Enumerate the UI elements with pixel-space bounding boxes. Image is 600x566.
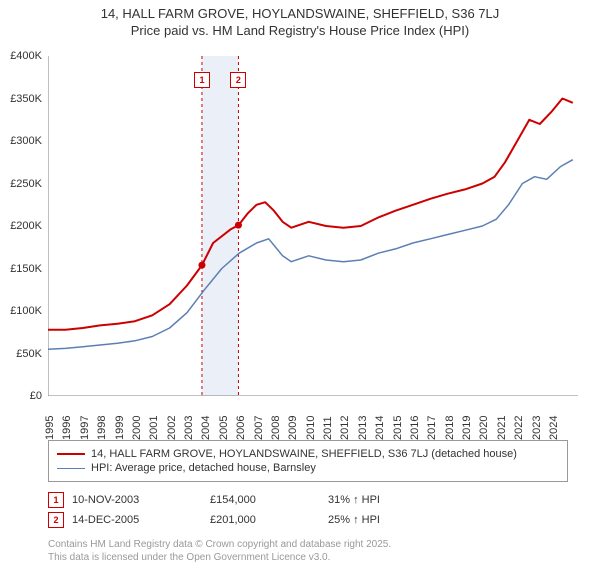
x-tick-label: 2005 xyxy=(218,416,230,440)
chart-area: £0£50K£100K£150K£200K£250K£300K£350K£400… xyxy=(48,56,578,396)
x-tick-label: 2016 xyxy=(409,416,421,440)
x-tick-label: 2006 xyxy=(235,416,247,440)
y-tick-label: £350K xyxy=(0,93,42,105)
legend-item: 14, HALL FARM GROVE, HOYLANDSWAINE, SHEF… xyxy=(57,448,559,460)
marker-box-1: 1 xyxy=(48,492,64,508)
marker-date: 10-NOV-2003 xyxy=(72,494,202,506)
marker-price: £154,000 xyxy=(210,494,320,506)
marker-row: 1 10-NOV-2003 £154,000 31% ↑ HPI xyxy=(48,492,448,508)
marker-delta: 31% ↑ HPI xyxy=(328,494,448,506)
line-chart xyxy=(48,56,578,396)
marker-table: 1 10-NOV-2003 £154,000 31% ↑ HPI 2 14-DEC-200… xyxy=(48,488,448,532)
footer: Contains HM Land Registry data © Crown c… xyxy=(48,539,391,564)
x-tick-label: 2021 xyxy=(496,416,508,440)
y-tick-label: £0 xyxy=(0,390,42,402)
y-tick-label: £200K xyxy=(0,220,42,232)
y-tick-label: £400K xyxy=(0,50,42,62)
marker-row: 2 14-DEC-2005 £201,000 25% ↑ HPI xyxy=(48,512,448,528)
y-tick-label: £100K xyxy=(0,305,42,317)
x-tick-label: 1998 xyxy=(96,416,108,440)
legend-item: HPI: Average price, detached house, Barn… xyxy=(57,462,559,474)
title-line-1: 14, HALL FARM GROVE, HOYLANDSWAINE, SHEF… xyxy=(101,6,500,21)
legend-label: 14, HALL FARM GROVE, HOYLANDSWAINE, SHEF… xyxy=(91,448,517,460)
x-tick-label: 2017 xyxy=(426,416,438,440)
x-tick-label: 2001 xyxy=(148,416,160,440)
legend-label: HPI: Average price, detached house, Barn… xyxy=(91,462,316,474)
x-tick-label: 2003 xyxy=(183,416,195,440)
x-tick-label: 2008 xyxy=(270,416,282,440)
x-tick-label: 1999 xyxy=(114,416,126,440)
x-tick-label: 2023 xyxy=(531,416,543,440)
marker-delta: 25% ↑ HPI xyxy=(328,514,448,526)
x-tick-label: 2013 xyxy=(357,416,369,440)
chart-marker-2: 2 xyxy=(230,72,246,88)
x-tick-label: 2010 xyxy=(305,416,317,440)
x-tick-label: 1997 xyxy=(79,416,91,440)
x-tick-label: 2018 xyxy=(444,416,456,440)
x-tick-label: 2000 xyxy=(131,416,143,440)
y-tick-label: £250K xyxy=(0,178,42,190)
x-tick-label: 1995 xyxy=(44,416,56,440)
x-axis: 1995199619971998199920002001200220032004… xyxy=(48,398,578,434)
legend-swatch xyxy=(57,468,85,469)
x-tick-label: 2009 xyxy=(287,416,299,440)
x-tick-label: 2007 xyxy=(253,416,265,440)
marker-date: 14-DEC-2005 xyxy=(72,514,202,526)
x-tick-label: 2015 xyxy=(392,416,404,440)
legend-swatch xyxy=(57,453,85,455)
y-tick-label: £300K xyxy=(0,135,42,147)
chart-marker-1: 1 xyxy=(194,72,210,88)
y-axis: £0£50K£100K£150K£200K£250K£300K£350K£400… xyxy=(0,56,44,396)
footer-line-2: This data is licensed under the Open Gov… xyxy=(48,552,330,563)
x-tick-label: 2022 xyxy=(513,416,525,440)
x-tick-label: 2002 xyxy=(166,416,178,440)
chart-title: 14, HALL FARM GROVE, HOYLANDSWAINE, SHEF… xyxy=(0,6,600,40)
y-tick-label: £50K xyxy=(0,348,42,360)
marker-box-2: 2 xyxy=(48,512,64,528)
title-line-2: Price paid vs. HM Land Registry's House … xyxy=(131,23,469,38)
x-tick-label: 2024 xyxy=(548,416,560,440)
x-tick-label: 1996 xyxy=(61,416,73,440)
y-tick-label: £150K xyxy=(0,263,42,275)
x-tick-label: 2011 xyxy=(322,416,334,440)
x-tick-label: 2020 xyxy=(478,416,490,440)
x-tick-label: 2012 xyxy=(339,416,351,440)
footer-line-1: Contains HM Land Registry data © Crown c… xyxy=(48,539,391,550)
x-tick-label: 2019 xyxy=(461,416,473,440)
x-tick-label: 2004 xyxy=(200,416,212,440)
marker-price: £201,000 xyxy=(210,514,320,526)
legend: 14, HALL FARM GROVE, HOYLANDSWAINE, SHEF… xyxy=(48,440,568,482)
x-tick-label: 2014 xyxy=(374,416,386,440)
